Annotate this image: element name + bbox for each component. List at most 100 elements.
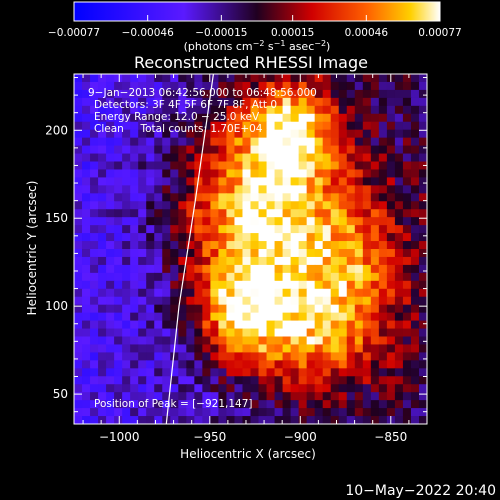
heatmap-cell: [202, 193, 211, 202]
heatmap-cell: [114, 121, 123, 131]
heatmap-cell: [138, 400, 147, 409]
heatmap-cell: [370, 352, 380, 361]
heatmap-cell: [202, 121, 211, 131]
heatmap-cell: [106, 145, 115, 155]
heatmap-cell: [370, 113, 380, 123]
heatmap-cell: [410, 97, 420, 107]
heatmap-cell: [122, 416, 131, 424]
heatmap-cell: [210, 233, 220, 242]
heatmap-cell: [298, 145, 308, 155]
heatmap-cell: [338, 264, 348, 274]
heatmap-cell: [218, 193, 228, 202]
heatmap-cell: [194, 113, 203, 123]
heatmap-cell: [370, 416, 380, 424]
heatmap-cell: [370, 225, 380, 234]
heatmap-cell: [298, 344, 308, 353]
heatmap-cell: [98, 169, 107, 178]
heatmap-cell: [178, 169, 187, 178]
heatmap-cell: [402, 400, 412, 409]
heatmap-cell: [130, 264, 139, 274]
heatmap-cell: [170, 264, 179, 274]
heatmap-cell: [178, 344, 187, 353]
heatmap-cell: [306, 97, 316, 107]
heatmap-cell: [354, 161, 364, 171]
heatmap-cell: [146, 97, 155, 107]
heatmap-cell: [234, 256, 244, 266]
heatmap-cell: [74, 201, 83, 210]
heatmap-cell: [138, 384, 147, 393]
heatmap-cell: [330, 121, 340, 131]
heatmap-cell: [298, 201, 308, 210]
heatmap-cell: [410, 249, 420, 258]
heatmap-cell: [378, 328, 388, 338]
heatmap-cell: [362, 241, 372, 250]
heatmap-cell: [386, 241, 396, 250]
heatmap-cell: [210, 376, 220, 385]
heatmap-cell: [82, 225, 91, 234]
heatmap-cell: [274, 344, 284, 353]
heatmap-cell: [242, 264, 252, 274]
heatmap-cell: [194, 264, 203, 274]
heatmap-cell: [378, 185, 388, 194]
heatmap-cell: [282, 304, 292, 314]
heatmap-cell: [234, 153, 244, 163]
heatmap-cell: [250, 272, 260, 282]
heatmap-cell: [394, 376, 404, 385]
heatmap-cell: [314, 320, 324, 330]
heatmap-cell: [410, 89, 420, 99]
heatmap-cell: [394, 217, 404, 226]
heatmap-cell: [226, 249, 236, 258]
heatmap-cell: [418, 288, 427, 298]
heatmap-cell: [298, 241, 308, 250]
heatmap-cell: [234, 241, 244, 250]
heatmap-cell: [154, 360, 163, 369]
heatmap-cell: [394, 328, 404, 338]
heatmap-cell: [322, 288, 332, 298]
heatmap-cell: [146, 416, 155, 424]
heatmap-cell: [98, 161, 107, 171]
heatmap-cell: [250, 392, 260, 401]
heatmap-cell: [226, 408, 236, 417]
heatmap-cell: [106, 368, 115, 377]
heatmap-cell: [122, 113, 131, 123]
heatmap-cell: [82, 145, 91, 155]
heatmap-cell: [314, 360, 324, 369]
heatmap-cell: [306, 408, 316, 417]
heatmap-cell: [122, 384, 131, 393]
heatmap-cell: [314, 256, 324, 266]
heatmap-cell: [306, 312, 316, 322]
heatmap-cell: [346, 121, 356, 131]
heatmap-cell: [266, 288, 276, 298]
heatmap-cell: [338, 129, 348, 139]
heatmap-cell: [242, 400, 252, 409]
heatmap-cell: [314, 352, 324, 361]
heatmap-cell: [106, 376, 115, 385]
heatmap-cell: [258, 153, 268, 163]
heatmap-cell: [202, 177, 211, 186]
heatmap-cell: [186, 217, 195, 226]
heatmap-cell: [146, 249, 155, 258]
heatmap-cell: [410, 392, 420, 401]
heatmap-cell: [250, 328, 260, 338]
heatmap-cell: [122, 137, 131, 147]
heatmap-cell: [354, 256, 364, 266]
heatmap-cell: [362, 320, 372, 330]
heatmap-cell: [306, 344, 316, 353]
heatmap-cell: [162, 336, 171, 346]
heatmap-cell: [186, 368, 195, 377]
heatmap-cell: [130, 209, 139, 218]
heatmap-cell: [298, 97, 308, 107]
heatmap-cell: [138, 81, 147, 91]
heatmap-cell: [74, 89, 83, 99]
heatmap-cell: [394, 161, 404, 171]
heatmap-cell: [146, 105, 155, 115]
heatmap-cell: [362, 296, 372, 306]
heatmap-cell: [154, 153, 163, 163]
heatmap-cell: [130, 280, 139, 290]
heatmap-cell: [394, 249, 404, 258]
heatmap-cell: [250, 105, 260, 115]
heatmap-cell: [90, 97, 99, 107]
heatmap-cell: [74, 368, 83, 377]
heatmap-cell: [266, 193, 276, 202]
heatmap-cell: [98, 304, 107, 314]
